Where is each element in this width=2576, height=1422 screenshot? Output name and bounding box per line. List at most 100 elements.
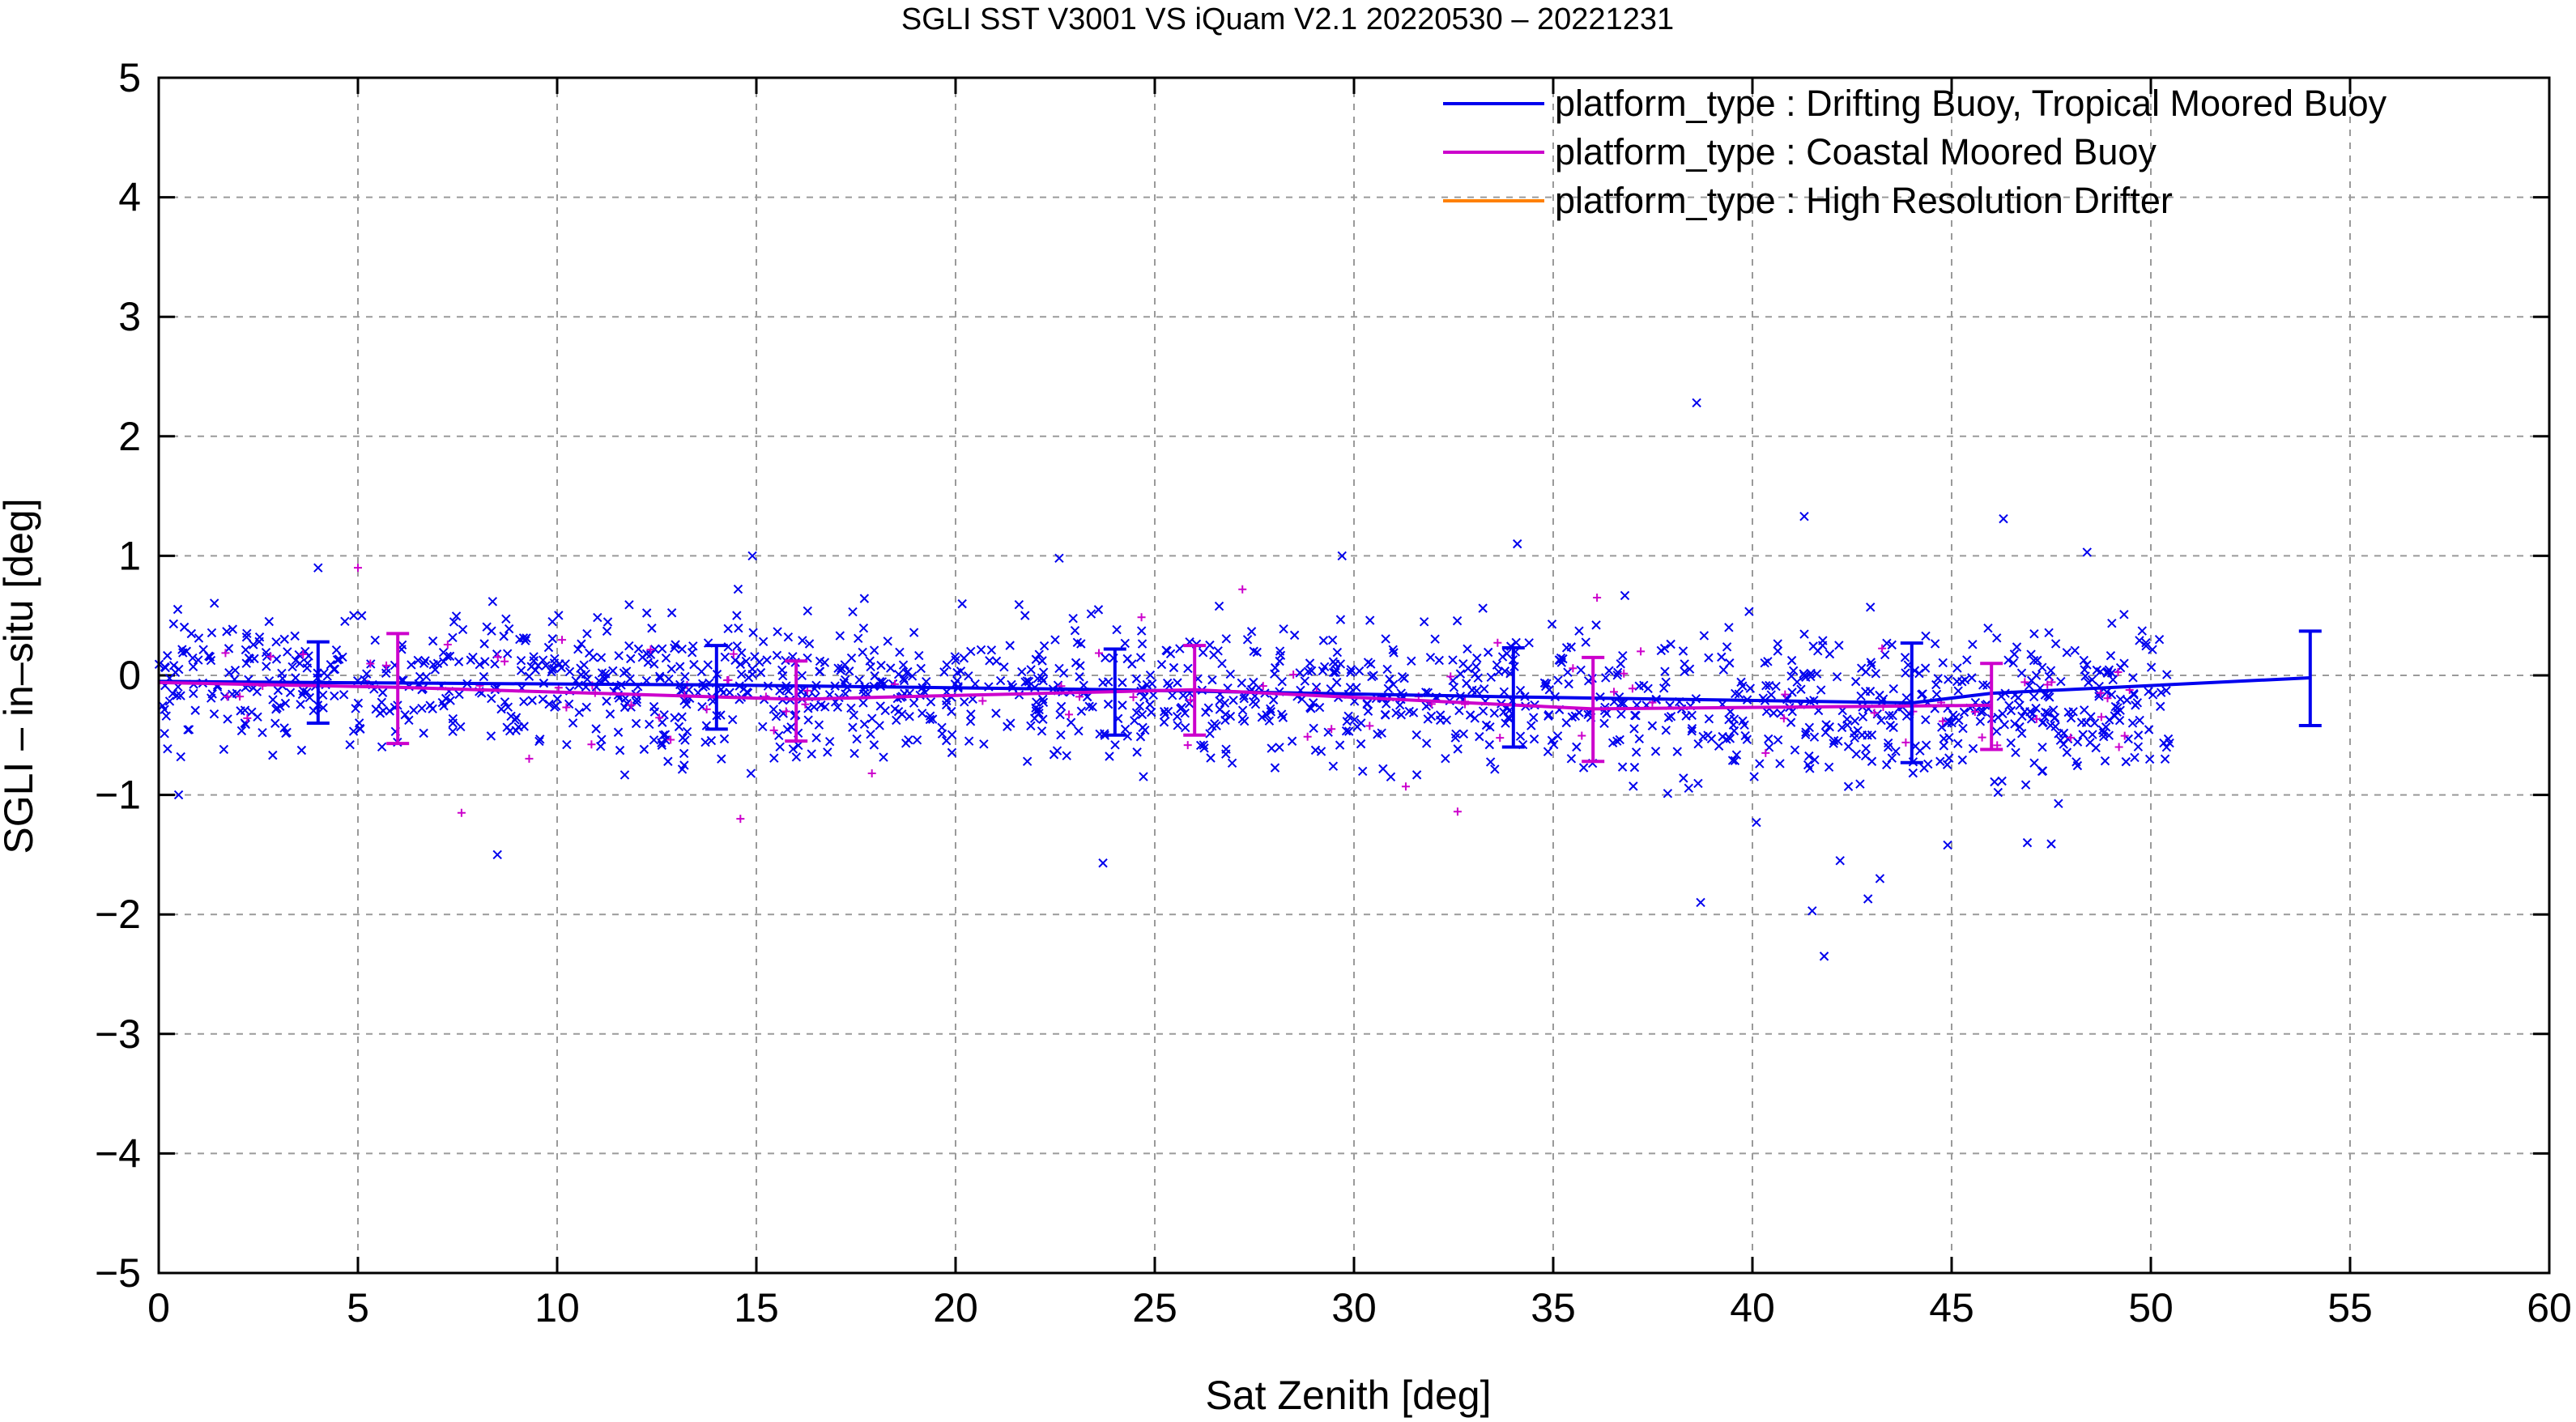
data-point (717, 754, 726, 764)
data-point (1276, 709, 1287, 719)
data-point (458, 624, 468, 635)
scatter-points (154, 398, 2174, 961)
data-point (1411, 730, 1421, 740)
x-tick-label: 5 (347, 1285, 369, 1330)
data-point (1252, 647, 1262, 658)
y-tick-label: 3 (118, 294, 141, 339)
data-point (2156, 701, 2165, 712)
data-point (449, 617, 459, 627)
data-point (1576, 665, 1586, 675)
data-point (677, 712, 687, 722)
data-point (2047, 678, 2056, 687)
data-point (655, 713, 664, 722)
data-point (1935, 756, 1945, 766)
data-point (241, 658, 251, 668)
data-point (1539, 678, 1550, 688)
data-point (960, 697, 969, 707)
data-point (2106, 651, 2116, 661)
data-point (2041, 707, 2050, 717)
data-point (797, 671, 807, 681)
data-point (1055, 709, 1065, 720)
data-point (1246, 627, 1257, 636)
outlier-point (1337, 551, 1347, 561)
data-point (941, 700, 952, 710)
data-point (1022, 676, 1033, 686)
data-point (1094, 649, 1103, 658)
outlier-point (1238, 585, 1247, 594)
data-point (1992, 633, 2002, 643)
x-tick-label: 60 (2527, 1285, 2572, 1330)
y-tick-label: 5 (118, 55, 141, 100)
data-point (1493, 638, 1502, 647)
data-point (716, 684, 726, 695)
data-point (299, 649, 308, 658)
data-point (1237, 705, 1248, 715)
data-point (480, 657, 490, 666)
data-point (1388, 645, 1398, 655)
data-point (959, 654, 969, 663)
data-point (1049, 750, 1059, 760)
data-point (2129, 690, 2139, 700)
data-point (2141, 638, 2151, 648)
data-point (160, 729, 169, 739)
data-point (164, 696, 175, 706)
data-point (1342, 717, 1352, 726)
data-point (781, 707, 790, 716)
data-point (774, 730, 784, 741)
data-point (2103, 666, 2113, 677)
data-point (2082, 660, 2092, 670)
data-point (1311, 682, 1322, 692)
data-point (1221, 634, 1231, 644)
mean-line (158, 675, 2310, 705)
data-point (1386, 772, 1396, 781)
error-bar (1900, 641, 1923, 764)
data-point (1870, 709, 1879, 717)
data-point (582, 628, 592, 639)
data-point (2144, 687, 2153, 696)
data-point (2062, 648, 2072, 658)
data-point (1215, 705, 1225, 714)
data-point (1804, 751, 1814, 761)
data-point (666, 664, 676, 674)
data-point (736, 669, 747, 679)
data-point (867, 713, 877, 723)
data-point (803, 606, 812, 616)
data-point (866, 729, 875, 739)
data-point (1821, 720, 1831, 730)
data-point (1883, 742, 1893, 752)
data-point (1404, 706, 1415, 717)
data-point (1856, 691, 1866, 701)
data-point (727, 714, 738, 725)
error-bar (306, 640, 330, 726)
data-point (1279, 624, 1288, 634)
data-point (243, 713, 252, 722)
data-point (1385, 675, 1394, 684)
data-point (939, 667, 949, 677)
data-point (413, 655, 423, 666)
data-point (1365, 722, 1374, 730)
data-point (262, 662, 271, 671)
data-point (1942, 760, 1952, 769)
data-point (1178, 691, 1188, 700)
data-point (1478, 706, 1488, 716)
data-point (1931, 689, 1942, 700)
data-point (1661, 677, 1671, 687)
data-point (2119, 658, 2129, 668)
data-point (1056, 701, 1067, 712)
data-point (1112, 624, 1122, 635)
data-point (1068, 613, 1078, 624)
data-point (1475, 731, 1484, 742)
data-point (209, 709, 219, 719)
data-point (1221, 749, 1231, 759)
data-point (1878, 644, 1887, 653)
data-point (1228, 696, 1238, 705)
data-point (1901, 668, 1910, 678)
data-point (1663, 789, 1673, 798)
data-point (1763, 657, 1773, 666)
data-point (655, 673, 665, 683)
data-point (404, 715, 414, 726)
data-point (1289, 670, 1298, 679)
data-point (647, 624, 657, 633)
data-point (1318, 636, 1329, 645)
